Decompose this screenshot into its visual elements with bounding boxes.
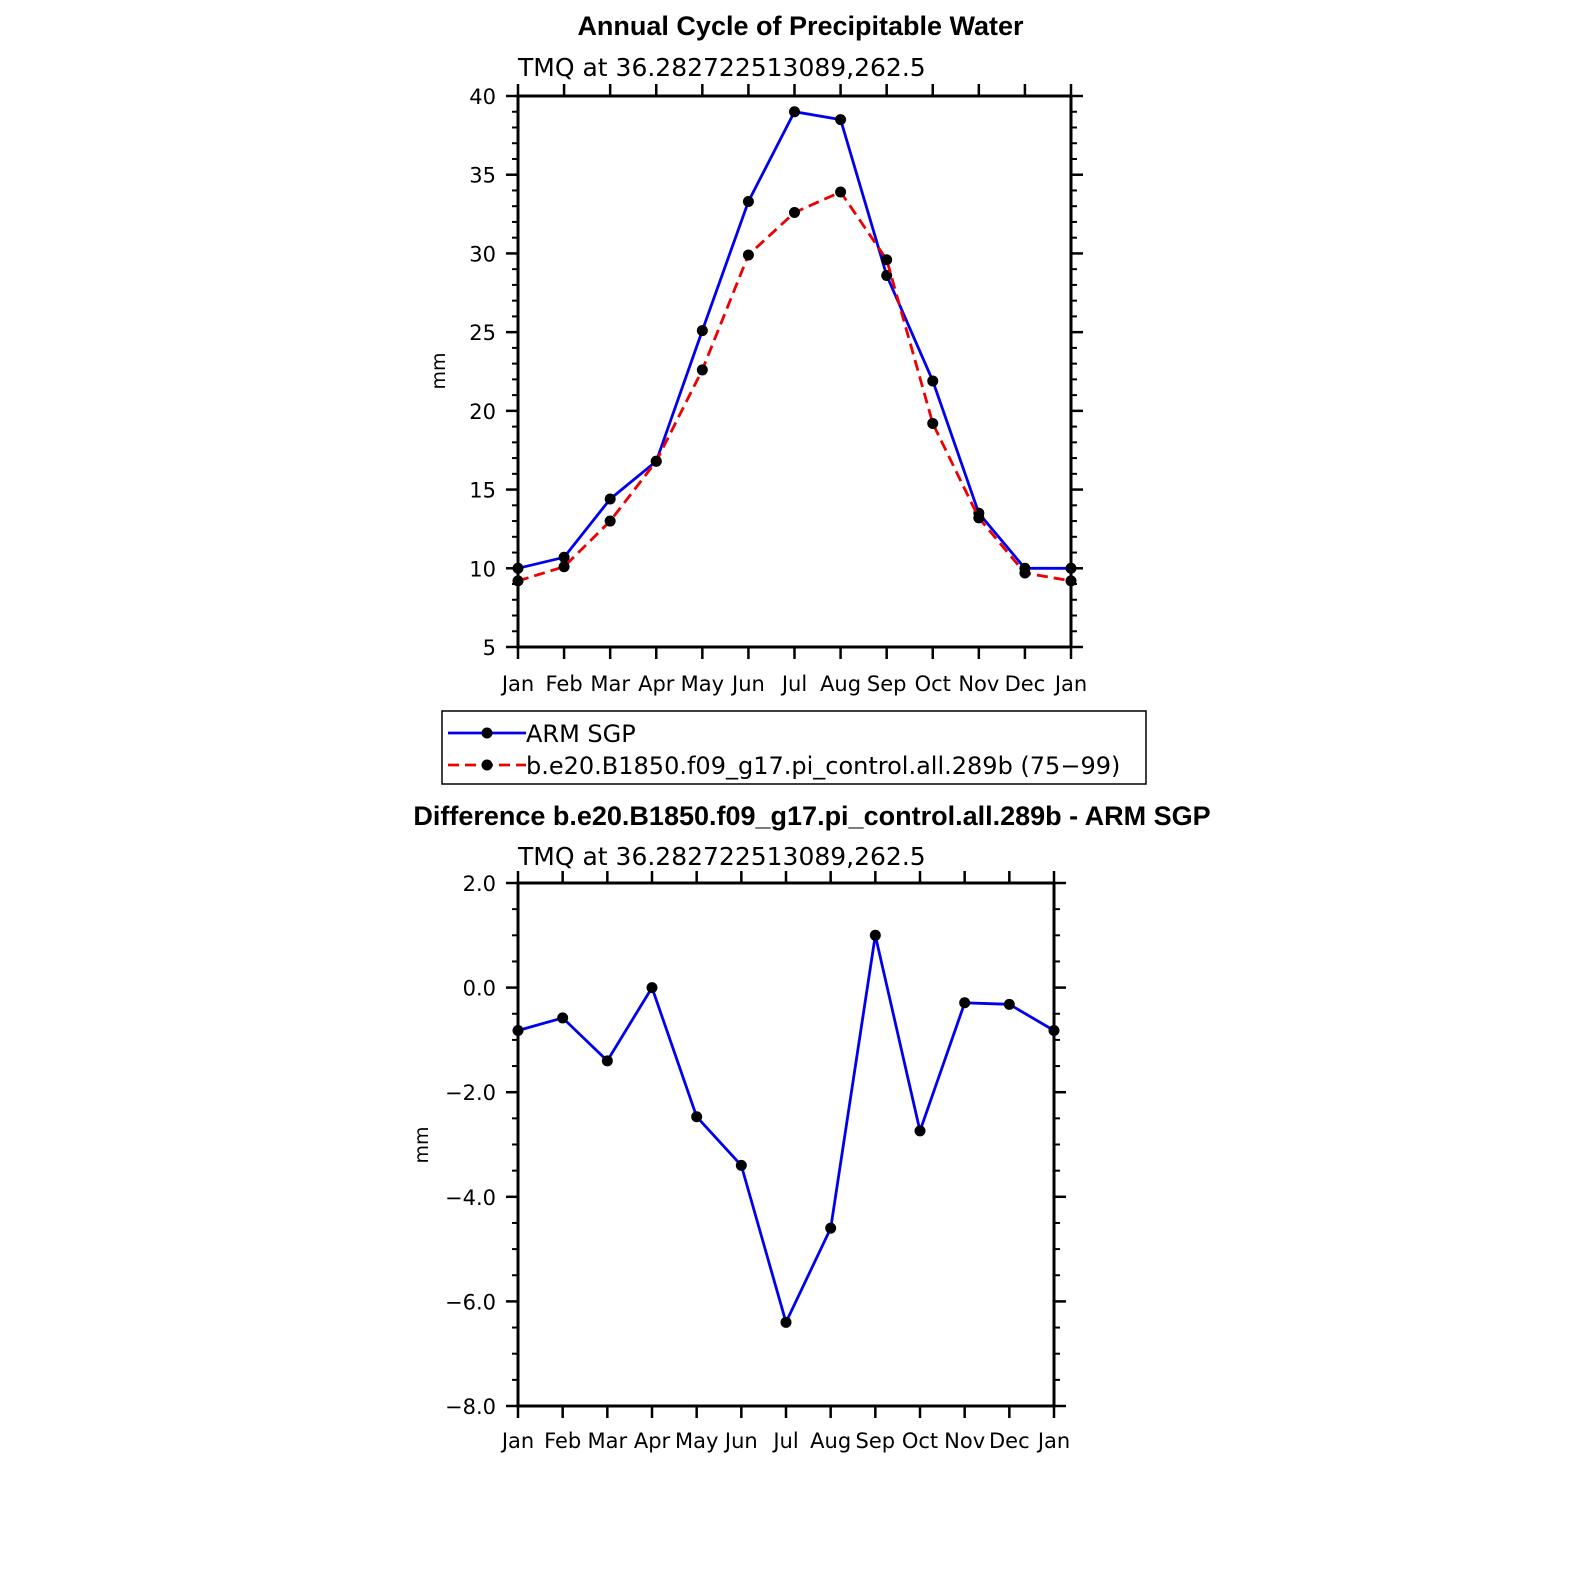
- x-tick-label: May: [681, 672, 724, 696]
- x-tick-label: Jan: [1036, 1429, 1070, 1453]
- y-tick-label: −8.0: [445, 1395, 496, 1419]
- data-point: [742, 195, 754, 207]
- y-tick-label: 40: [469, 85, 496, 109]
- data-point: [927, 375, 939, 387]
- data-point: [604, 493, 616, 505]
- data-point: [557, 1012, 569, 1024]
- data-point: [1003, 998, 1015, 1010]
- x-tick-label: Apr: [638, 672, 675, 696]
- y-tick-label: 25: [469, 321, 496, 345]
- y-tick-label: 35: [469, 164, 496, 188]
- data-point: [973, 512, 985, 524]
- data-point: [1019, 567, 1031, 579]
- y-tick-label: 30: [469, 242, 496, 266]
- data-point: [512, 562, 524, 574]
- x-tick-label: Mar: [590, 672, 630, 696]
- x-tick-label: Aug: [810, 1429, 851, 1453]
- x-tick-label: Feb: [545, 672, 582, 696]
- legend-entry: b.e20.B1850.f09_g17.pi_control.all.289b …: [526, 752, 1120, 780]
- x-tick-label: Feb: [544, 1429, 581, 1453]
- data-point: [512, 575, 524, 587]
- x-tick-label: Nov: [944, 1429, 985, 1453]
- plot-frame: [516, 94, 1073, 649]
- data-point: [881, 254, 893, 266]
- x-tick-label: Aug: [820, 672, 861, 696]
- x-tick-label: Nov: [958, 672, 999, 696]
- y-tick-label: −2.0: [445, 1081, 496, 1105]
- x-tick-label: Sep: [867, 672, 907, 696]
- y-tick-label: 0.0: [463, 977, 496, 1001]
- legend-entry: ARM SGP: [526, 720, 636, 748]
- data-point: [825, 1222, 837, 1234]
- chart-subtitle: TMQ at 36.282722513089,262.5: [517, 53, 926, 82]
- x-tick-label: Sep: [856, 1429, 896, 1453]
- y-axis-label: mm: [428, 352, 450, 389]
- y-tick-label: 5: [483, 636, 496, 660]
- x-tick-label: Jan: [500, 672, 534, 696]
- data-point: [696, 325, 708, 337]
- y-tick-label: 2.0: [463, 872, 496, 896]
- data-point: [650, 455, 662, 467]
- y-tick-label: −4.0: [445, 1186, 496, 1210]
- series-1: [512, 106, 1077, 574]
- data-point: [789, 206, 800, 218]
- data-point: [927, 417, 939, 429]
- y-tick-label: 20: [469, 400, 496, 424]
- x-tick-label: Mar: [588, 1429, 628, 1453]
- chart-title: Difference b.e20.B1850.f09_g17.pi_contro…: [413, 801, 1210, 831]
- legend: ARM SGP b.e20.B1850.f09_g17.pi_control.al…: [441, 710, 1147, 785]
- chart-1: Annual Cycle of Precipitable Water TMQ at…: [428, 11, 1147, 785]
- data-point: [835, 186, 847, 198]
- data-point: [558, 561, 570, 573]
- x-tick-label: Dec: [1005, 672, 1046, 696]
- y-tick-label: −6.0: [445, 1290, 496, 1314]
- data-point: [604, 515, 616, 527]
- data-point: [789, 106, 800, 118]
- x-tick-label: Oct: [902, 1429, 938, 1453]
- x-tick-label: May: [675, 1429, 718, 1453]
- data-point: [1065, 562, 1077, 574]
- series-line: [517, 934, 1055, 1327]
- x-tick-label: Jun: [730, 672, 765, 696]
- series-1: [512, 929, 1060, 1328]
- y-axis-label: mm: [411, 1126, 433, 1163]
- x-tick-label: Dec: [989, 1429, 1030, 1453]
- data-point: [1065, 575, 1077, 587]
- y-tick-label: 15: [469, 479, 496, 503]
- data-point: [1048, 1024, 1060, 1036]
- data-point: [881, 269, 893, 281]
- y-tick-label: 10: [469, 557, 496, 581]
- chart-2: Difference b.e20.B1850.f09_g17.pi_contro…: [411, 801, 1211, 1453]
- series-line: [517, 110, 1071, 570]
- series-2: [512, 186, 1077, 587]
- chart-subtitle: TMQ at 36.282722513089,262.5: [517, 842, 926, 871]
- legend-box: [441, 710, 1147, 785]
- data-point: [780, 1316, 792, 1328]
- data-point: [691, 1111, 703, 1123]
- x-tick-label: Jul: [771, 1429, 798, 1453]
- data-point: [914, 1125, 926, 1137]
- data-point: [601, 1055, 613, 1067]
- data-point: [835, 114, 847, 126]
- legend-marker: [481, 727, 493, 739]
- data-point: [558, 551, 570, 563]
- data-point: [869, 929, 881, 941]
- x-tick-label: Apr: [634, 1429, 671, 1453]
- x-tick-label: Oct: [915, 672, 951, 696]
- data-point: [646, 982, 658, 994]
- legend-marker: [481, 759, 493, 771]
- chart-title: Annual Cycle of Precipitable Water: [577, 11, 1024, 41]
- x-tick-label: Jan: [1053, 672, 1087, 696]
- x-tick-label: Jan: [500, 1429, 534, 1453]
- x-tick-label: Jun: [723, 1429, 758, 1453]
- x-tick-label: Jul: [780, 672, 807, 696]
- data-point: [735, 1159, 747, 1171]
- data-point: [742, 249, 754, 261]
- data-point: [512, 1024, 524, 1036]
- data-point: [696, 364, 708, 376]
- data-point: [959, 997, 971, 1009]
